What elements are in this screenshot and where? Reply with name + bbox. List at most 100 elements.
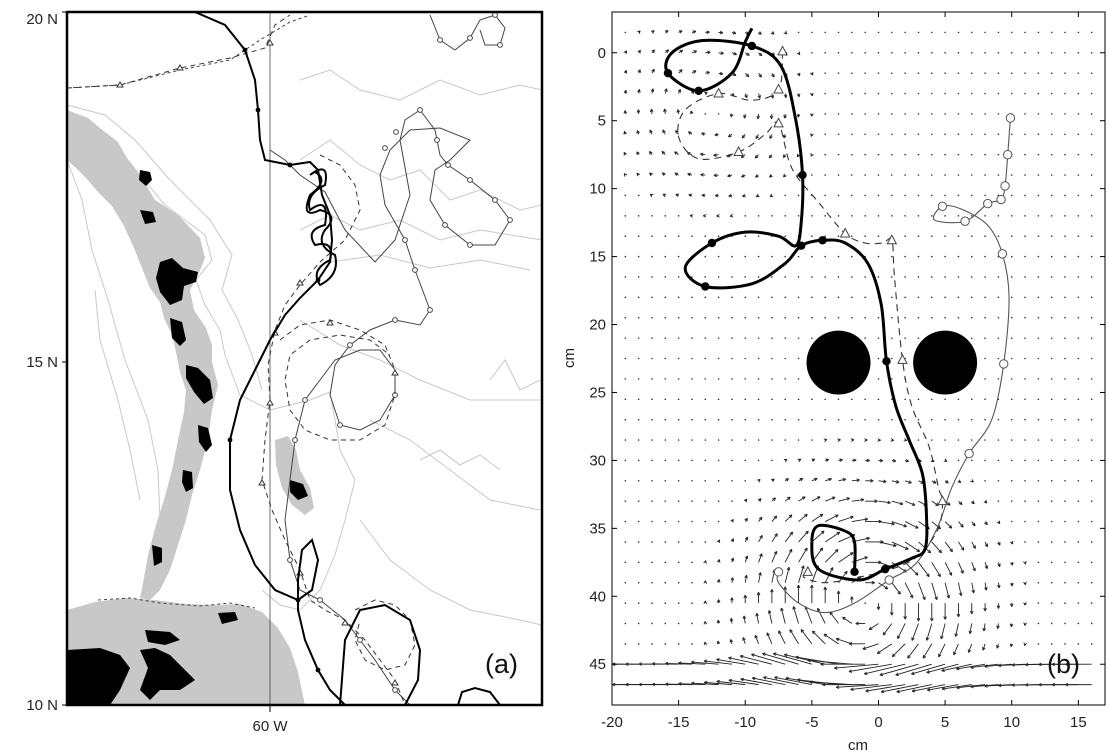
velocity-arrowhead [850, 687, 854, 692]
vector-dot [624, 581, 627, 584]
vector-dot [851, 255, 853, 258]
vector-dot [691, 439, 693, 441]
marker-open-circle [996, 194, 1006, 205]
velocity-arrowhead [946, 594, 951, 599]
vector-dot [1037, 215, 1040, 217]
vector-dot [757, 459, 760, 462]
vector-dot [1037, 643, 1040, 645]
vector-dot [1077, 643, 1080, 645]
velocity-arrow [878, 541, 897, 547]
velocity-arrowhead [868, 626, 873, 631]
vector-dot [1010, 418, 1013, 421]
vector-dot [891, 31, 893, 34]
vector-dot [930, 316, 933, 319]
vector-dot [717, 296, 720, 299]
vector-dot [1024, 276, 1026, 278]
vector-dot [811, 255, 813, 258]
vector-dot [677, 643, 680, 645]
velocity-arrow [763, 676, 799, 686]
velocity-arrow [944, 562, 953, 576]
vector-dot [1077, 276, 1080, 278]
velocity-arrowhead [763, 676, 767, 680]
vector-dot [624, 418, 627, 421]
velocity-arrowhead [938, 549, 942, 554]
vector-dot [1010, 520, 1013, 523]
velocity-arrowhead [690, 110, 694, 115]
marker-open-circle [997, 249, 1008, 259]
vector-dot [904, 51, 906, 54]
velocity-arrowhead [665, 682, 669, 686]
vector-dot [651, 235, 653, 238]
velocity-arrowhead [820, 530, 825, 535]
vector-dot [731, 500, 733, 502]
vector-dot [917, 194, 920, 197]
marker-open-circle [999, 359, 1009, 369]
vector-dot [797, 418, 800, 421]
shelf-island-arc [67, 110, 218, 600]
vector-dot [691, 643, 693, 645]
vector-dot [1010, 378, 1013, 380]
vector-dot [744, 276, 747, 278]
velocity-arrow [798, 530, 809, 543]
marker-filled-dot [701, 282, 710, 291]
vector-dot [824, 153, 826, 156]
vector-dot [1010, 500, 1013, 502]
vector-dot [891, 316, 893, 319]
vector-dot [677, 337, 680, 339]
vector-dot [1010, 459, 1013, 462]
velocity-arrowhead [754, 154, 759, 159]
vector-dot [704, 398, 707, 401]
vector-dot [970, 113, 973, 115]
vector-dot [624, 215, 627, 217]
vector-dot [664, 378, 667, 380]
vector-dot [1064, 459, 1066, 462]
velocity-arrowhead [700, 173, 704, 177]
velocity-arrowhead [744, 555, 749, 560]
velocity-arrowhead [829, 567, 834, 571]
vector-dot [1064, 337, 1066, 339]
vector-dot [984, 174, 986, 176]
velocity-arrowhead [996, 645, 1000, 649]
vector-dot [651, 439, 653, 441]
velocity-arrowhead [922, 654, 927, 659]
vector-dot [757, 418, 760, 421]
vector-dot [997, 113, 1000, 115]
vector-dot [917, 439, 920, 441]
vector-dot [691, 357, 693, 360]
vector-dot [691, 500, 693, 502]
vector-dot [1090, 235, 1093, 238]
vector-dot [1077, 296, 1080, 299]
vector-dot [797, 215, 800, 217]
velocity-arrow [785, 677, 826, 686]
y-tick-label: 35 [589, 520, 606, 537]
bathymetry-contours [67, 69, 542, 701]
velocity-arrowhead [664, 88, 668, 92]
y-tick-label: 30 [589, 452, 606, 469]
velocity-arrowhead [811, 630, 816, 635]
velocity-arrowhead [623, 89, 628, 94]
velocity-arrow [716, 680, 746, 686]
vector-dot [624, 479, 627, 482]
velocity-arrowhead [925, 637, 930, 641]
velocity-arrowhead [756, 115, 761, 120]
marker-filled-dot [707, 238, 717, 248]
velocity-arrowhead [997, 584, 1001, 589]
velocity-arrowhead [949, 548, 953, 553]
velocity-arrow [812, 630, 826, 645]
vector-dot [930, 72, 933, 74]
vector-dot [1037, 459, 1040, 462]
velocity-arrowhead [882, 631, 887, 636]
velocity-arrowhead [637, 89, 641, 93]
vector-dot [717, 357, 720, 360]
velocity-arrowhead [997, 563, 1001, 568]
velocity-arrowhead [783, 115, 787, 119]
velocity-arrowhead [636, 172, 641, 177]
vector-dot [704, 439, 707, 441]
velocity-arrowhead [909, 594, 914, 599]
velocity-arrow [862, 643, 879, 650]
velocity-arrowhead [692, 70, 697, 74]
vector-dot [864, 235, 866, 238]
velocity-arrow [665, 663, 692, 665]
vector-dot [651, 296, 653, 299]
vector-dot [771, 378, 773, 380]
